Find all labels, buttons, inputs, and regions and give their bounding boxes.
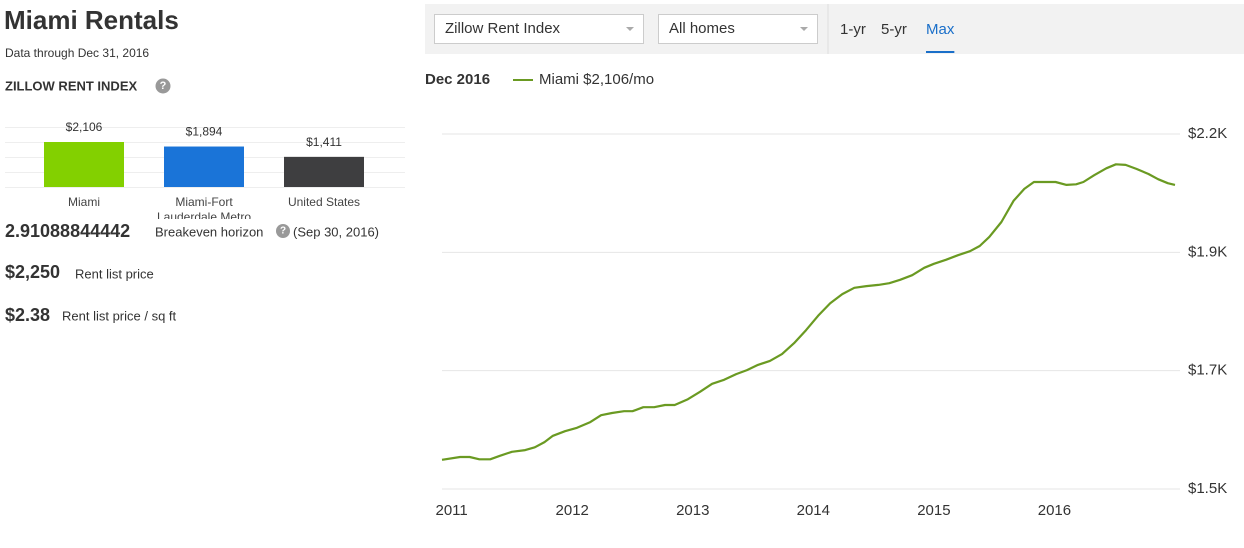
select-text: All homes bbox=[669, 20, 735, 37]
bar-value-label: $1,411 bbox=[306, 135, 342, 149]
bar-value-label: $2,106 bbox=[66, 120, 103, 134]
bar bbox=[284, 156, 364, 187]
x-tick-label: United States bbox=[287, 195, 361, 209]
range-button[interactable]: 1-yr bbox=[840, 21, 866, 38]
y-tick-label: $1.9K bbox=[1188, 243, 1227, 260]
range-button[interactable]: Max bbox=[926, 21, 955, 38]
x-tick-label: 2015 bbox=[917, 502, 950, 519]
stat-value: 2.91088844442 bbox=[5, 221, 130, 241]
select-text: Zillow Rent Index bbox=[445, 20, 561, 37]
index-select[interactable]: Zillow Rent Index bbox=[434, 14, 644, 44]
y-tick-label: $2.2K bbox=[1188, 125, 1227, 142]
line-series bbox=[441, 163, 1176, 461]
home-select[interactable]: All homes bbox=[658, 14, 818, 44]
x-tick-label: 2016 bbox=[1038, 502, 1071, 519]
bar-value-label: $1,894 bbox=[186, 125, 223, 139]
help-icon[interactable]: ? bbox=[276, 224, 290, 238]
stat-label: Rent list price bbox=[75, 266, 154, 281]
legend-title: Dec 2016 bbox=[425, 71, 490, 88]
bar bbox=[164, 146, 244, 187]
legend-label: Miami $2,106/mo bbox=[539, 71, 654, 88]
svg-text:?: ? bbox=[280, 226, 286, 237]
category-label-box: Miami-Fort Lauderdale Metro bbox=[156, 195, 252, 219]
category-label-box: Miami bbox=[68, 195, 100, 209]
page-title: Miami Rentals bbox=[4, 5, 179, 35]
help-icon[interactable]: ? bbox=[155, 78, 171, 94]
svg-text:?: ? bbox=[160, 80, 167, 92]
x-tick-label: 2013 bbox=[676, 502, 709, 519]
stat-note: (Sep 30, 2016) bbox=[293, 224, 379, 239]
x-tick-label: Miami-Fort Lauderdale Metro bbox=[156, 195, 252, 219]
category-label-box: United States bbox=[287, 195, 361, 209]
x-tick-label: 2011 bbox=[436, 502, 468, 519]
x-tick-label: 2014 bbox=[797, 502, 830, 519]
stat-value: $2.38 bbox=[5, 305, 50, 325]
range-button[interactable]: 5-yr bbox=[881, 21, 907, 38]
stat-label: Rent list price / sq ft bbox=[62, 308, 177, 323]
bar bbox=[44, 142, 124, 187]
subtitle: Data through Dec 31, 2016 bbox=[5, 46, 149, 60]
section-label: ZILLOW RENT INDEX bbox=[5, 78, 137, 93]
y-tick-label: $1.5K bbox=[1188, 480, 1227, 497]
stat-value: $2,250 bbox=[5, 262, 60, 282]
y-tick-label: $1.7K bbox=[1188, 362, 1227, 379]
stat-label: Breakeven horizon bbox=[155, 224, 263, 239]
x-tick-label: Miami bbox=[68, 195, 100, 209]
x-tick-label: 2012 bbox=[556, 502, 589, 519]
